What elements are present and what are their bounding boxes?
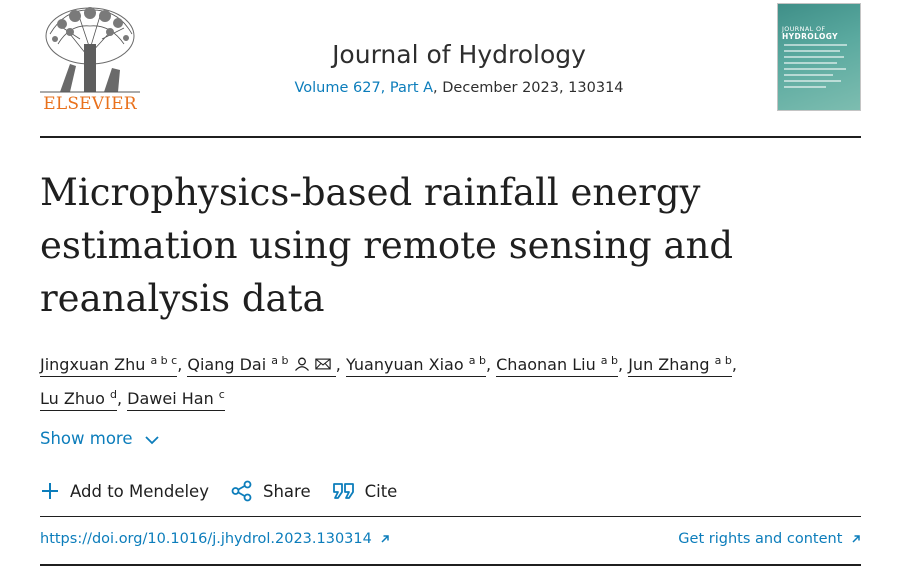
author-name: Dawei Han [127, 389, 214, 408]
article-actions: Add to Mendeley Share Cite [40, 478, 419, 504]
author-affiliation: a b c [150, 354, 178, 367]
issue-details: , December 2023, 130314 [433, 80, 624, 96]
author-name: Jun Zhang [628, 355, 710, 374]
cite-label: Cite [364, 481, 398, 501]
title-line-3: reanalysis data [40, 277, 325, 320]
cover-title-line2: HYDROLOGY [782, 32, 838, 41]
journal-issue: Volume 627, Part A, December 2023, 13031… [200, 80, 718, 96]
cite-button[interactable]: Cite [332, 481, 398, 501]
author-name: Chaonan Liu [496, 355, 596, 374]
doi-link[interactable]: https://doi.org/10.1016/j.jhydrol.2023.1… [40, 531, 390, 547]
get-rights-text: Get rights and content [678, 531, 843, 547]
volume-link[interactable]: Volume 627, Part A [294, 80, 434, 96]
author-affiliation: a b [468, 354, 486, 367]
author-link[interactable]: Yuanyuan Xiao a b [345, 354, 486, 377]
author-name: Yuanyuan Xiao [345, 355, 464, 374]
add-to-mendeley-button[interactable]: Add to Mendeley [40, 481, 209, 501]
show-more-label: Show more [40, 429, 133, 448]
email-icon [314, 358, 331, 370]
author-affiliation: a b [600, 354, 619, 367]
author-list: Jingxuan Zhu a b c, Qiang Dai a b , Yuan… [40, 346, 861, 414]
share-button[interactable]: Share [231, 480, 311, 502]
author-affiliation: d [109, 388, 117, 401]
share-label: Share [262, 481, 311, 501]
elsevier-logo[interactable] [40, 4, 140, 114]
person-icon [294, 357, 309, 371]
author-link[interactable]: Dawei Han c [127, 388, 225, 411]
title-line-1: Microphysics-based rainfall energy [40, 171, 701, 214]
chevron-down-icon [145, 436, 159, 445]
external-link-icon [852, 535, 860, 543]
elsevier-tree-icon [40, 4, 140, 94]
cover-title: JOURNAL OF HYDROLOGY [782, 25, 858, 41]
elsevier-wordmark: ELSEVIER [43, 94, 137, 114]
article-title: Microphysics-based rainfall energy estim… [40, 166, 820, 325]
author-affiliation: a b [714, 354, 732, 367]
author-affiliation: a b [271, 354, 289, 367]
links-divider-top [40, 516, 861, 517]
author-affiliation: c [218, 388, 225, 401]
author-link[interactable]: Qiang Dai a b [187, 354, 336, 377]
doi-text: https://doi.org/10.1016/j.jhydrol.2023.1… [40, 531, 372, 547]
share-icon [231, 480, 252, 502]
quote-icon [332, 483, 354, 499]
author-link[interactable]: Lu Zhuo d [40, 388, 117, 411]
plus-icon [42, 483, 58, 499]
author-name: Lu Zhuo [40, 389, 105, 408]
cover-decoration [784, 44, 854, 92]
title-line-2: estimation using remote sensing and [40, 224, 734, 267]
show-more-button[interactable]: Show more [40, 429, 160, 448]
get-rights-link[interactable]: Get rights and content [678, 531, 861, 547]
author-name: Jingxuan Zhu [40, 355, 146, 374]
author-link[interactable]: Jun Zhang a b [628, 354, 732, 377]
author-link[interactable]: Chaonan Liu a b [496, 354, 619, 377]
links-divider-bottom [40, 564, 861, 566]
external-link-icon [381, 535, 390, 543]
author-link[interactable]: Jingxuan Zhu a b c [40, 354, 178, 377]
header-divider [40, 136, 861, 138]
add-to-mendeley-label: Add to Mendeley [70, 481, 209, 501]
journal-cover-icon[interactable]: JOURNAL OF HYDROLOGY [777, 3, 861, 111]
cover-title-line1: JOURNAL OF [782, 25, 826, 33]
author-name: Qiang Dai [187, 355, 267, 374]
journal-title[interactable]: Journal of Hydrology [332, 40, 586, 69]
